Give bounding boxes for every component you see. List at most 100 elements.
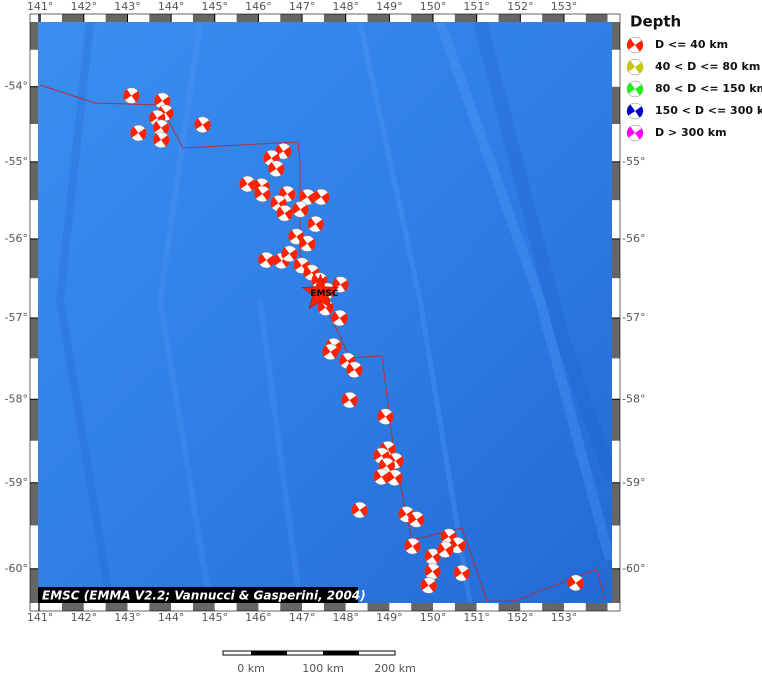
frame-segment [612, 358, 620, 400]
frame-segment [345, 603, 368, 611]
lat-tick-label: -60° [5, 562, 28, 575]
frame-segment [433, 14, 455, 22]
event [453, 564, 471, 582]
frame-segment [30, 86, 38, 125]
frame-segment [520, 603, 543, 611]
lat-tick-label: -59° [5, 476, 28, 489]
scale-bar [222, 650, 396, 656]
legend: D <= 40 km 40 < D <= 80 km 80 < D <= 150 k… [626, 36, 762, 142]
event [292, 201, 309, 218]
legend-label: D > 300 km [655, 126, 727, 139]
frame-segment [30, 318, 38, 359]
lat-tick-label: -55° [622, 155, 645, 168]
event [152, 131, 170, 149]
frame-segment [612, 200, 620, 239]
legend-label: 40 < D <= 80 km [655, 60, 760, 73]
event [130, 124, 147, 142]
lon-tick-label: 149° [376, 0, 403, 13]
legend-swatch [626, 102, 644, 120]
frame-segment [454, 603, 477, 611]
frame-segment [105, 603, 128, 611]
frame-segment [612, 278, 620, 319]
scale-label: 0 km [237, 662, 265, 674]
event [268, 160, 285, 177]
frame-segment [612, 86, 620, 125]
epicenter-label: EMSC [310, 289, 339, 299]
frame-segment [389, 603, 412, 611]
map-frame [29, 13, 621, 612]
frame-segment [411, 603, 434, 611]
frame-segment [612, 318, 620, 359]
frame-segment [30, 22, 38, 50]
event [567, 574, 585, 592]
frame-segment [30, 525, 38, 569]
event [313, 188, 330, 206]
lat-tick-label: -54° [5, 80, 28, 93]
frame-segment [38, 14, 41, 22]
frame-segment [214, 14, 237, 22]
seafloor-texture [39, 22, 612, 603]
frame-segment [302, 603, 324, 611]
event [299, 235, 316, 252]
frame-segment [192, 14, 215, 22]
frame-segment [149, 14, 172, 22]
lon-tick-label: 147° [289, 611, 316, 624]
event [351, 501, 368, 519]
frame-segment [30, 278, 38, 319]
lon-tick-label: 151° [463, 611, 490, 624]
frame-segment [454, 14, 477, 22]
lon-tick-label: 149° [376, 611, 403, 624]
scale-label: 200 km [374, 662, 416, 674]
frame-segment [612, 161, 620, 201]
frame-segment [367, 14, 390, 22]
frame-segment [30, 200, 38, 239]
frame-segment [498, 603, 521, 611]
frame-segment [214, 603, 237, 611]
lon-tick-label: 145° [202, 611, 229, 624]
frame-segment [30, 124, 38, 162]
frame-segment [323, 603, 346, 611]
frame-segment [323, 14, 346, 22]
frame-segment [30, 568, 38, 603]
lat-tick-label: -56° [622, 232, 645, 245]
beachball-quadrants [279, 187, 296, 201]
beachball-quadrants [123, 89, 140, 103]
legend-label: D <= 40 km [655, 38, 728, 51]
event [408, 511, 425, 528]
frame-segment [612, 482, 620, 526]
frame-segment [612, 399, 620, 441]
frame-segment [127, 603, 150, 611]
legend-swatch [626, 80, 644, 98]
event [420, 577, 437, 594]
lon-tick-label: 148° [332, 0, 359, 13]
frame-segment [542, 603, 564, 611]
lon-tick-label: 144° [158, 611, 185, 624]
event [437, 541, 454, 558]
lon-tick-label: 145° [202, 0, 229, 13]
event [377, 408, 394, 425]
frame-segment [30, 482, 38, 526]
lon-tick-label: 141° [27, 0, 54, 13]
frame-segment [62, 14, 84, 22]
scale-label: 100 km [302, 662, 344, 674]
frame-segment [258, 14, 281, 22]
lon-tick-label: 142° [71, 611, 98, 624]
frame-border [29, 13, 621, 612]
frame-segment [236, 603, 259, 611]
event [194, 116, 211, 134]
lat-tick-label: -57° [5, 311, 28, 324]
frame-segment [38, 603, 41, 611]
frame-segment [542, 14, 564, 22]
frame-segment [585, 603, 608, 611]
frame-segment [476, 603, 499, 611]
frame-segment [612, 238, 620, 279]
frame-segment [612, 440, 620, 483]
event [386, 469, 403, 486]
event [307, 215, 324, 233]
lon-tick-label: 147° [289, 0, 316, 13]
event [239, 175, 256, 193]
event [281, 245, 298, 263]
lon-tick-label: 143° [114, 0, 141, 13]
frame-segment [433, 603, 455, 611]
